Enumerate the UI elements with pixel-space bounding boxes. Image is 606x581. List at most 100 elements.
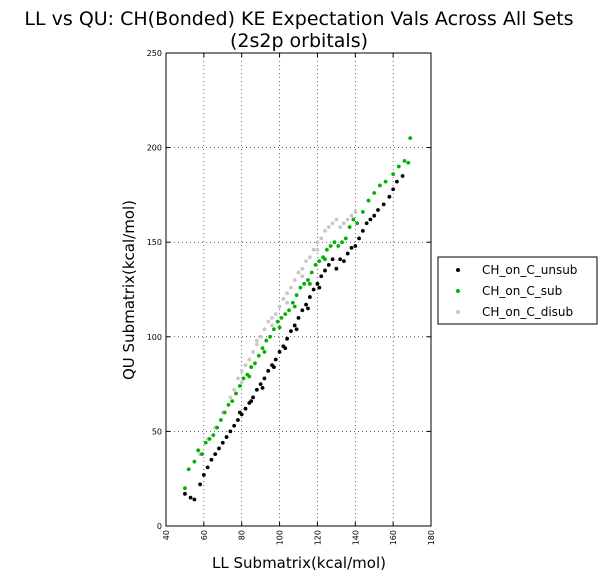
data-point	[406, 160, 411, 165]
data-point	[260, 346, 265, 351]
data-point	[249, 399, 254, 404]
data-point	[368, 217, 373, 222]
data-point	[294, 293, 299, 298]
data-point	[234, 391, 238, 396]
legend-entry: CH_on_C_disub	[482, 305, 573, 319]
data-point	[313, 263, 318, 267]
data-point	[230, 399, 235, 404]
data-point	[292, 304, 297, 309]
data-point	[307, 255, 312, 260]
series-CH_on_C_unsub	[183, 174, 405, 502]
data-point	[319, 274, 324, 279]
data-point	[196, 448, 201, 453]
data-point	[232, 423, 237, 428]
data-point	[224, 435, 229, 439]
data-point	[186, 467, 191, 472]
data-point	[323, 257, 327, 262]
data-point	[400, 174, 405, 178]
data-point	[213, 452, 218, 457]
data-point	[347, 225, 352, 229]
data-point	[254, 342, 259, 347]
data-point	[289, 285, 293, 290]
data-point	[277, 350, 282, 354]
data-point	[355, 221, 360, 226]
data-point	[343, 236, 348, 241]
x-tick-label: 120	[313, 530, 322, 545]
legend-box	[437, 256, 598, 325]
data-point	[391, 172, 396, 176]
data-point	[349, 213, 354, 218]
data-point	[192, 459, 197, 464]
data-point	[203, 440, 208, 445]
data-point	[372, 213, 377, 218]
data-point	[396, 164, 401, 169]
x-tick-label: 80	[238, 530, 247, 540]
data-point	[277, 304, 282, 309]
data-point	[254, 387, 259, 392]
data-point	[387, 194, 392, 199]
data-point	[237, 384, 242, 388]
data-point	[253, 361, 257, 366]
data-point	[264, 338, 269, 343]
data-point	[334, 266, 339, 271]
legend-entry: CH_on_C_unsub	[482, 263, 577, 277]
series-CH_on_C_sub	[183, 136, 413, 491]
data-point	[236, 376, 240, 381]
y-axis-label: QU Submatrix(kcal/mol)	[120, 200, 138, 380]
data-point	[205, 465, 210, 470]
legend-marker	[456, 310, 460, 314]
data-point	[338, 225, 343, 229]
data-point	[324, 247, 329, 252]
y-tick-label: 200	[147, 144, 162, 153]
data-point	[306, 278, 310, 282]
data-point	[323, 268, 327, 273]
data-point	[266, 319, 271, 324]
data-point	[383, 179, 388, 184]
data-point	[211, 433, 216, 438]
x-tick-label: 100	[276, 530, 285, 545]
plot-area: 40 60 80 100 120 140 160 180 0 50 100 150 200 250	[147, 49, 436, 545]
x-tick-label: 140	[351, 530, 360, 545]
chart-title-line1: LL vs QU: CH(Bonded) KE Expectation Vals…	[24, 8, 573, 30]
y-axis-ticks: 0 50 100 150 200 250	[147, 49, 431, 531]
data-point	[317, 285, 322, 290]
data-point	[349, 245, 354, 250]
data-point	[296, 270, 301, 275]
data-point	[281, 297, 286, 301]
data-point	[302, 281, 307, 286]
data-point	[256, 353, 261, 358]
data-point	[220, 440, 225, 445]
data-point	[353, 210, 358, 214]
data-point	[207, 437, 212, 441]
data-point	[326, 225, 331, 229]
x-tick-label: 40	[162, 530, 171, 540]
data-point	[275, 319, 280, 324]
data-point	[243, 363, 248, 368]
data-point	[287, 308, 291, 313]
data-point	[330, 257, 335, 262]
data-point	[258, 382, 263, 386]
data-point	[260, 385, 265, 390]
y-tick-label: 250	[147, 49, 162, 58]
data-point	[332, 240, 337, 245]
data-point	[309, 270, 314, 275]
data-point	[334, 217, 339, 222]
data-point	[292, 323, 297, 328]
data-point	[294, 327, 299, 332]
data-point	[247, 357, 252, 362]
data-point	[391, 187, 396, 192]
data-point	[315, 247, 320, 252]
data-point	[262, 376, 267, 381]
data-point	[402, 158, 407, 163]
data-point	[307, 281, 312, 286]
data-point	[300, 308, 305, 313]
y-tick-label: 150	[147, 238, 162, 247]
data-point	[289, 329, 293, 334]
data-point	[243, 406, 248, 411]
x-tick-label: 60	[200, 530, 209, 540]
plot-frame	[165, 52, 432, 527]
data-point	[247, 374, 252, 379]
data-point	[271, 327, 276, 332]
legend: CH_on_C_unsub CH_on_C_sub CH_on_C_disub	[437, 256, 598, 325]
